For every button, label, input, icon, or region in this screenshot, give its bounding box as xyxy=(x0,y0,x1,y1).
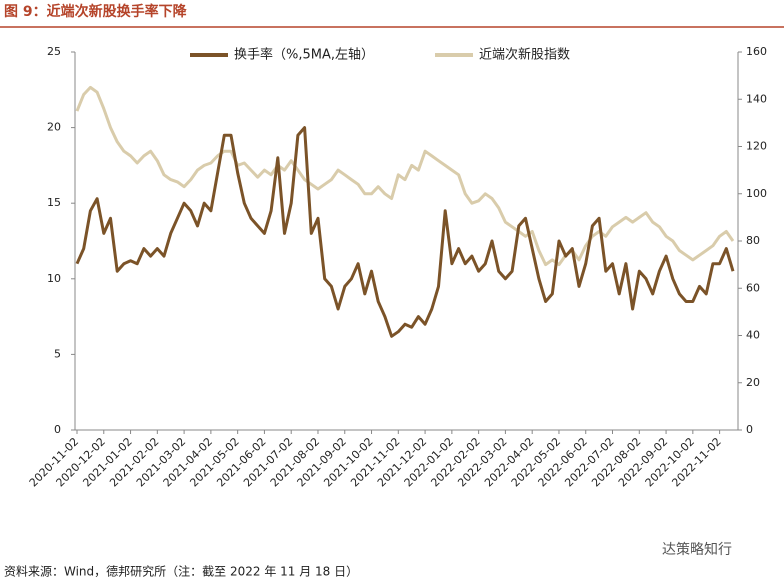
watermark: 达策略知行 xyxy=(662,541,732,558)
y-tick-label: 5 xyxy=(54,347,61,360)
series-line xyxy=(75,126,735,338)
legend-label: 换手率（%,5MA,左轴） xyxy=(234,47,374,63)
y-tick-label: 25 xyxy=(47,45,61,58)
y2-tick-label: 60 xyxy=(746,281,760,294)
source: 资料来源：Wind，德邦研究所（注：截至 2022 年 11 月 18 日） xyxy=(4,564,358,579)
y2-tick-label: 0 xyxy=(746,423,753,436)
y2-tick-label: 40 xyxy=(746,329,760,342)
y2-tick-label: 140 xyxy=(746,92,767,105)
y2-tick-label: 120 xyxy=(746,140,767,153)
y-tick-label: 10 xyxy=(47,272,61,285)
series-line xyxy=(75,85,735,267)
y-tick-label: 0 xyxy=(54,423,61,436)
y2-tick-label: 80 xyxy=(746,234,760,247)
y2-tick-label: 100 xyxy=(746,187,767,200)
title: 图 9：近端次新股换手率下降 xyxy=(4,3,188,20)
y-tick-label: 20 xyxy=(47,121,61,134)
legend-label: 近端次新股指数 xyxy=(479,47,570,63)
y-tick-label: 15 xyxy=(47,196,61,209)
y2-tick-label: 20 xyxy=(746,376,760,389)
y2-tick-label: 160 xyxy=(746,45,767,58)
